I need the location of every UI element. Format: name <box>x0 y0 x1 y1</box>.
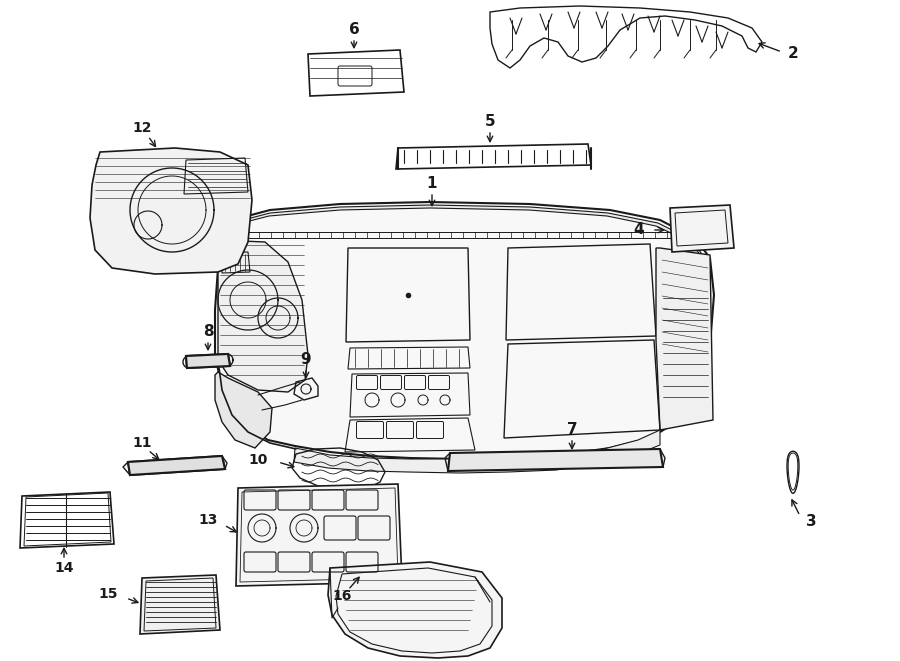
Polygon shape <box>140 575 220 634</box>
Text: 1: 1 <box>427 176 437 192</box>
Polygon shape <box>656 248 713 430</box>
Text: 4: 4 <box>634 223 644 237</box>
Text: 9: 9 <box>301 352 311 368</box>
Polygon shape <box>236 484 402 586</box>
Polygon shape <box>90 148 252 274</box>
Text: 6: 6 <box>348 22 359 38</box>
Text: 16: 16 <box>332 589 352 603</box>
Polygon shape <box>226 205 706 262</box>
Text: 12: 12 <box>132 121 152 135</box>
Polygon shape <box>218 240 308 392</box>
Polygon shape <box>294 430 660 473</box>
Text: 7: 7 <box>567 422 577 438</box>
Text: 15: 15 <box>98 587 118 601</box>
Text: 14: 14 <box>54 561 74 575</box>
Text: 2: 2 <box>788 46 799 61</box>
Polygon shape <box>670 205 734 252</box>
Polygon shape <box>328 562 502 658</box>
Polygon shape <box>128 456 225 475</box>
Text: 11: 11 <box>132 436 152 450</box>
Text: 10: 10 <box>248 453 268 467</box>
Polygon shape <box>215 372 272 448</box>
Polygon shape <box>448 449 663 471</box>
Text: 5: 5 <box>485 114 495 130</box>
Polygon shape <box>215 202 714 459</box>
Text: 3: 3 <box>806 514 816 529</box>
Text: 8: 8 <box>202 325 213 340</box>
Text: 13: 13 <box>199 513 218 527</box>
Polygon shape <box>186 354 230 368</box>
